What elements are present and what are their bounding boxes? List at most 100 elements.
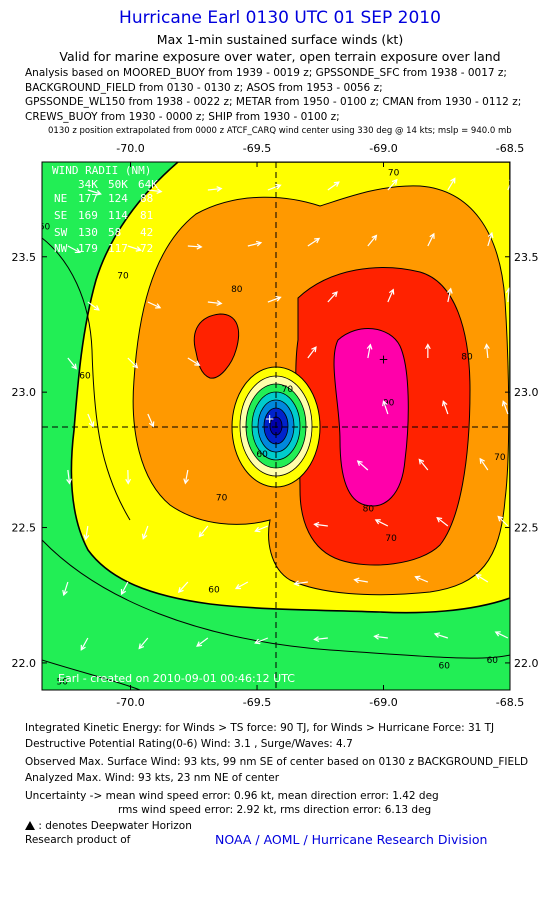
wind-arrow [507,183,510,191]
wind-arrowhead [234,583,242,590]
wind-arrow [63,581,69,596]
lat-tick-label: 22.5 [12,522,37,535]
map-subtitle-wind: Max 1-min sustained surface winds (kt) [156,32,404,47]
wind-arrowhead [216,300,223,306]
deepwater-horizon-legend: : denotes Deepwater Horizon [25,820,192,832]
wind-arrow [294,581,308,585]
wind-arrowhead [141,533,148,540]
wind-arrow [367,344,371,359]
contour-label: 50 [57,678,69,688]
wind-radii-row: NE 177 124 88 [54,192,153,205]
wind-arrowhead [382,400,388,407]
map-subtitle-exposure: Valid for marine exposure over water, op… [59,49,501,64]
contour-label: 60 [487,656,499,666]
wind-arrowhead [148,421,155,428]
wind-arrow [374,635,388,639]
lat-tick-label: 23.5 [12,251,37,264]
map-title: Hurricane Earl 0130 UTC 01 SEP 2010 [119,8,441,28]
wind-arrow [87,413,94,427]
lon-tick-label: -68.5 [496,142,524,155]
wind-arrow [80,637,89,651]
wind-arrowhead [450,177,456,184]
wind-arrow [427,233,435,247]
contour-label: 60 [208,586,220,596]
wind-arrow [375,519,389,527]
wind-arrow [415,576,429,583]
wind-arrow [67,469,71,484]
wind-arrowhead [497,515,504,522]
wind-arrow [507,288,510,303]
wind-arrow [121,581,129,595]
lon-tick-label: -70.0 [116,696,144,709]
contour-labels: 70 70 70 70 70 70 80 80 80 90 60 60 60 60 60 60 50 [42,169,506,688]
deepwater-horizon-icon [25,821,35,830]
lat-tick-label: 23.5 [514,251,539,264]
wind-arrowhead [314,237,321,244]
wind-arrowhead [80,644,86,651]
wind-arrowhead [436,516,443,523]
wind-arrow [147,189,162,193]
wind-arrowhead [194,360,201,366]
wind-arrowhead [132,362,139,369]
wind-arrow [447,288,452,303]
wind-arrow [85,525,89,540]
wind-arrow [196,637,209,647]
wind-arrowhead [373,633,380,640]
wind-arrow [267,296,281,303]
wind-arrowhead [356,460,363,466]
wind-arrowhead [484,343,490,350]
wind-arrow [497,516,509,527]
contour-label: 60 [439,661,451,671]
wind-arrow [418,459,429,471]
wind-arrow [67,245,81,253]
wind-arrow [255,637,269,644]
wind-arrowhead [494,631,501,637]
lon-tick-label: -69.0 [369,142,397,155]
analysis-line: CREWS_BUOY from 1930 - 0000 z; SHIP from… [25,110,340,123]
wind-arrow [235,581,249,590]
wind-arrowhead [388,288,395,295]
contour-label: 70 [216,493,228,503]
contour-50-sw [42,659,141,690]
wind-radii-row: SE 169 114 81 [54,209,153,222]
lat-tick-label: 22.5 [514,522,539,535]
wind-arrow [314,523,328,527]
wind-arrowhead [501,400,508,407]
wind-arrowhead [311,346,317,353]
wind-arrow [207,187,222,191]
wind-arrowhead [255,240,263,247]
wind-contours: 70 70 70 70 70 70 80 80 80 90 60 60 60 60 60 60 50 + + W… [42,162,510,690]
contour-label: 80 [231,285,243,295]
wind-arrowhead [216,186,223,192]
position-note: 0130 z position extrapolated from 0000 z… [48,126,512,136]
wind-arrow [434,633,449,639]
lat-tick-label: 23.0 [12,386,37,399]
research-product-label: Research product of [25,834,131,846]
wind-arrowhead [414,575,421,582]
wind-arrowhead [293,580,300,587]
lon-tick-label: -69.5 [243,696,271,709]
wind-arrow [127,245,141,251]
noaa-credit: NOAA / AOML / Hurricane Research Divisio… [215,832,488,847]
wind-arrowhead [71,363,77,370]
contour-label: 70 [494,453,506,463]
wind-arrow [87,189,101,195]
lon-tick-label: -69.0 [369,696,397,709]
wind-band-magenta [333,328,409,507]
wind-arrow [184,469,189,484]
wind-arrow [367,235,377,247]
wind-arrow [314,637,328,641]
contour-label: 70 [117,271,129,281]
lon-tick-label: -70.0 [116,142,144,155]
wind-arrow [436,517,449,527]
contour-label: 70 [282,385,294,395]
wind-radii-title: WIND RADII (NM) [52,164,151,177]
wind-radii-table: WIND RADII (NM) 34K 50K 64K NE 177 124 88 SE 1… [52,164,158,255]
contour-label: 70 [385,534,397,544]
wind-arrow [127,357,138,369]
lat-tick-label: 22.0 [514,657,539,670]
wind-arrow [87,301,100,311]
wind-arrowhead [424,343,431,350]
contour-label: 70 [388,169,400,179]
wind-arrow [327,181,340,191]
